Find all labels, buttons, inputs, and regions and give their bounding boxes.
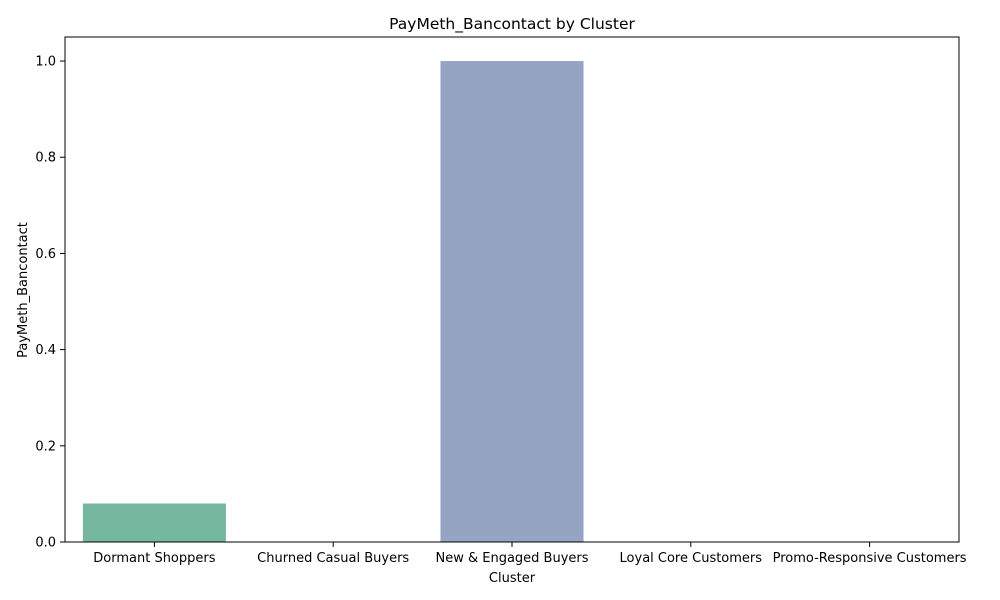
x-tick-label: Loyal Core Customers xyxy=(620,551,763,566)
y-tick-label: 1.0 xyxy=(35,55,56,70)
x-tick-label: Dormant Shoppers xyxy=(93,551,215,566)
y-axis: 0.0 0.2 0.4 0.6 0.8 1.0 xyxy=(35,55,65,551)
y-axis-label: PayMeth_Bancontact xyxy=(16,222,31,358)
x-tick-label: Promo-Responsive Customers xyxy=(773,551,967,566)
x-tick-label: Churned Casual Buyers xyxy=(257,551,409,566)
plot-frame xyxy=(64,36,960,543)
x-tick-label: New & Engaged Buyers xyxy=(435,551,588,566)
bars-layer xyxy=(82,61,584,543)
bar-0 xyxy=(82,503,226,542)
y-tick-label: 0.8 xyxy=(35,151,56,166)
x-axis-label: Cluster xyxy=(489,571,536,586)
y-tick-label: 0.2 xyxy=(35,439,56,454)
chart-title: PayMeth_Bancontact by Cluster xyxy=(389,15,635,34)
y-tick-label: 0.0 xyxy=(35,536,56,551)
bar-2 xyxy=(440,61,584,543)
y-tick-label: 0.4 xyxy=(35,343,56,358)
x-axis: Dormant Shoppers Churned Casual Buyers New… xyxy=(93,542,967,566)
y-tick-label: 0.6 xyxy=(35,247,56,262)
